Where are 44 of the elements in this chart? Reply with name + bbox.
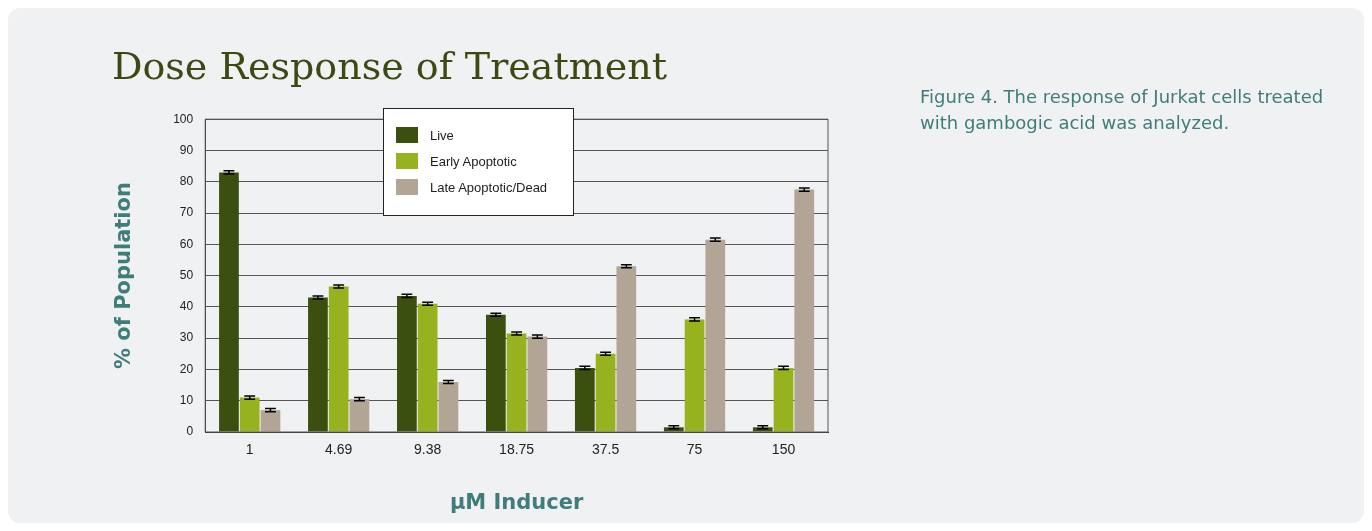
- x-tick-label: 1: [245, 441, 254, 458]
- bar: [595, 353, 616, 432]
- bar: [527, 336, 548, 432]
- y-tick-label: 20: [179, 361, 194, 376]
- bar: [397, 295, 417, 432]
- bar: [417, 303, 438, 432]
- x-tick-label: 18.75: [499, 441, 535, 458]
- bar: [794, 189, 815, 432]
- bar: [438, 381, 459, 432]
- y-tick-label: 60: [179, 236, 194, 251]
- bar: [219, 172, 239, 432]
- bar: [328, 286, 349, 432]
- legend-label: Early Apoptotic: [430, 153, 517, 169]
- caption: Figure 4. The response of Jurkat cells treated with gambogic acid was analyzed.: [920, 85, 1325, 135]
- y-tick-label: 100: [173, 111, 194, 126]
- bar: [506, 333, 527, 432]
- bar: [616, 266, 637, 432]
- y-tick-label: 40: [179, 299, 194, 314]
- y-tick-label: 50: [179, 267, 194, 282]
- legend-label: Live: [430, 127, 454, 143]
- x-tick-label: 37.5: [591, 441, 620, 458]
- bar: [684, 319, 705, 432]
- x-tick-label: 75: [686, 441, 703, 458]
- bar: [308, 297, 328, 432]
- bar: [260, 410, 281, 432]
- bar: [349, 399, 370, 432]
- legend-label: Late Apoptotic/Dead: [430, 179, 548, 195]
- y-axis-title: % of Population: [111, 182, 136, 370]
- chart-title: Dose Response of Treatment: [112, 44, 667, 88]
- y-tick-label: 90: [179, 142, 194, 157]
- y-tick-label: 10: [179, 393, 194, 408]
- y-tick-label: 80: [179, 174, 194, 189]
- bar: [239, 397, 260, 432]
- y-tick-label: 0: [186, 424, 194, 439]
- x-tick-label: 4.69: [325, 441, 353, 458]
- bar: [485, 314, 506, 432]
- x-tick-label: 150: [771, 441, 796, 458]
- x-tick-label: 9.38: [414, 441, 442, 458]
- x-axis-title: µM Inducer: [449, 489, 584, 514]
- bar: [574, 367, 595, 432]
- bar: [773, 367, 794, 432]
- y-tick-label: 30: [179, 330, 194, 345]
- y-tick-label: 70: [179, 205, 194, 220]
- bar: [705, 239, 726, 432]
